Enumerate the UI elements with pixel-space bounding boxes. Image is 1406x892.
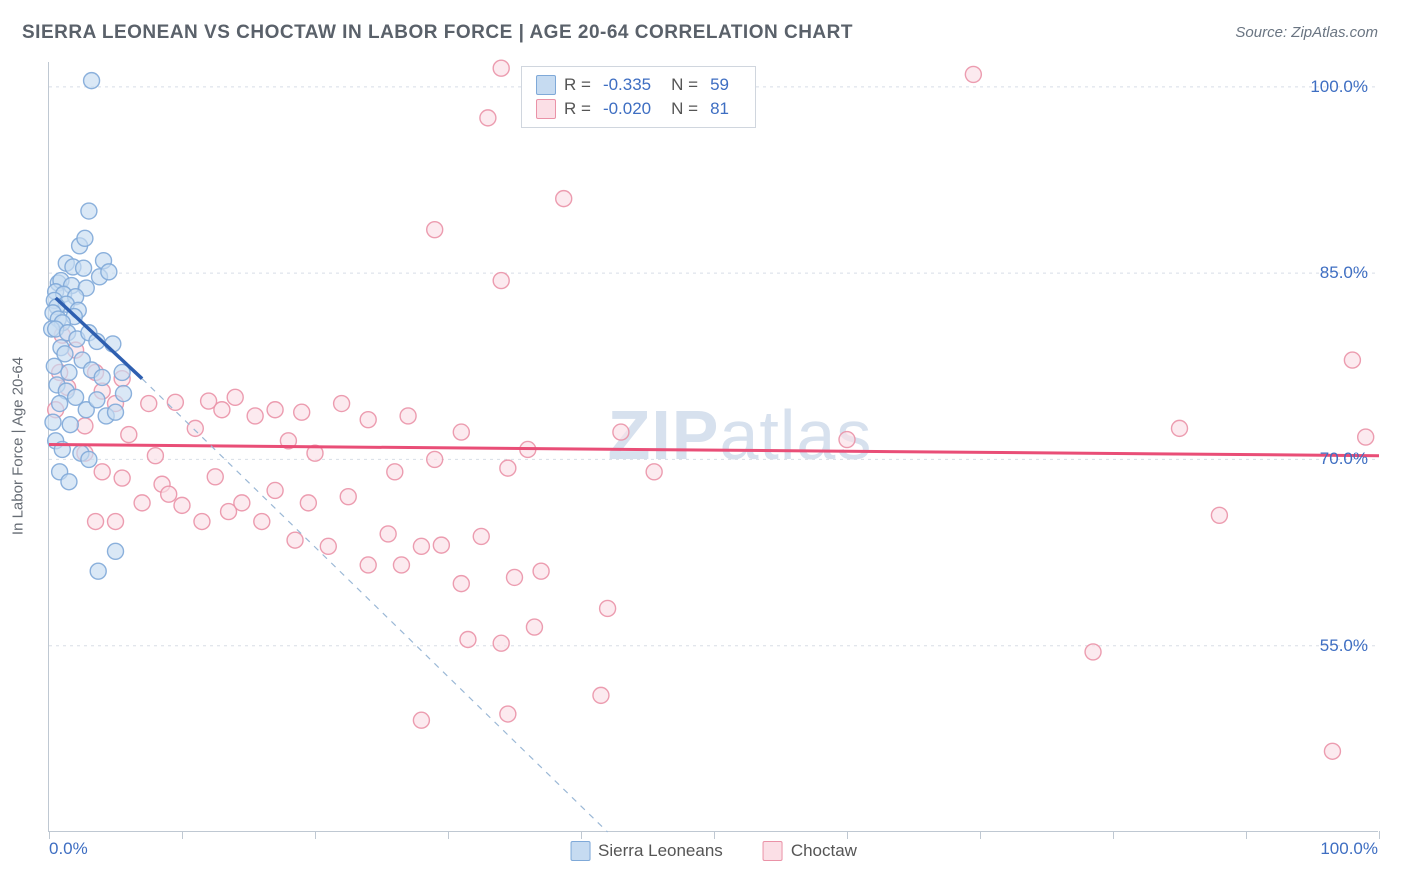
swatch-sierra — [570, 841, 590, 861]
swatch-sierra — [536, 75, 556, 95]
x-tick — [847, 831, 848, 839]
y-tick-label: 55.0% — [1320, 636, 1368, 656]
x-tick — [1379, 831, 1380, 839]
x-tick — [714, 831, 715, 839]
n-label: N = — [671, 73, 698, 97]
legend-item-sierra: Sierra Leoneans — [570, 841, 723, 861]
x-tick — [315, 831, 316, 839]
source-value: ZipAtlas.com — [1291, 24, 1378, 41]
r-label: R = — [564, 97, 591, 121]
x-tick — [980, 831, 981, 839]
source-label: Source: — [1235, 24, 1291, 41]
y-axis-label: In Labor Force | Age 20-64 — [10, 357, 27, 535]
y-tick-label: 85.0% — [1320, 263, 1368, 283]
series-legend: Sierra Leoneans Choctaw — [570, 841, 857, 861]
source-attribution: Source: ZipAtlas.com — [1235, 24, 1378, 41]
x-tick — [1246, 831, 1247, 839]
legend-label-choctaw: Choctaw — [791, 841, 857, 861]
chart-title: SIERRA LEONEAN VS CHOCTAW IN LABOR FORCE… — [22, 22, 853, 44]
legend-item-choctaw: Choctaw — [763, 841, 857, 861]
y-tick-label: 100.0% — [1310, 77, 1368, 97]
x-tick — [182, 831, 183, 839]
legend-label-sierra: Sierra Leoneans — [598, 841, 723, 861]
stats-legend: R = -0.335 N = 59 R = -0.020 N = 81 — [521, 66, 756, 128]
scatter-plot: ZIPatlas 55.0%70.0%85.0%100.0% 0.0% 100.… — [48, 62, 1378, 832]
x-tick — [1113, 831, 1114, 839]
x-axis-min-label: 0.0% — [49, 839, 88, 859]
x-axis-max-label: 100.0% — [1320, 839, 1378, 859]
n-label: N = — [671, 97, 698, 121]
r-label: R = — [564, 73, 591, 97]
swatch-choctaw — [763, 841, 783, 861]
choctaw-n-value: 81 — [710, 97, 729, 121]
sierra-n-value: 59 — [710, 73, 729, 97]
x-tick — [49, 831, 50, 839]
x-tick — [448, 831, 449, 839]
chart-svg — [49, 62, 1378, 831]
swatch-choctaw — [536, 99, 556, 119]
stats-row-choctaw: R = -0.020 N = 81 — [536, 97, 741, 121]
sierra-r-value: -0.335 — [603, 73, 651, 97]
x-tick — [581, 831, 582, 839]
choctaw-r-value: -0.020 — [603, 97, 651, 121]
stats-row-sierra: R = -0.335 N = 59 — [536, 73, 741, 97]
y-tick-label: 70.0% — [1320, 449, 1368, 469]
